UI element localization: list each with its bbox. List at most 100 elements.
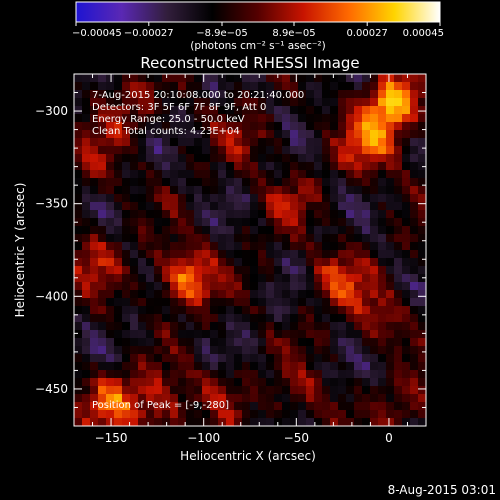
heatmap-cell	[138, 418, 147, 427]
heatmap-cell	[250, 346, 259, 355]
heatmap-cell	[330, 226, 339, 235]
heatmap-cell	[258, 330, 267, 339]
heatmap-cell	[114, 250, 123, 259]
heatmap-cell	[394, 362, 403, 371]
heatmap-cell	[258, 234, 267, 243]
heatmap-cell	[282, 370, 291, 379]
heatmap-cell	[338, 146, 347, 155]
heatmap-cell	[354, 314, 363, 323]
heatmap-cell	[242, 170, 251, 179]
heatmap-cell	[130, 242, 139, 251]
heatmap-cell	[130, 234, 139, 243]
heatmap-cell	[234, 418, 243, 427]
heatmap-cell	[114, 178, 123, 187]
heatmap-cell	[178, 330, 187, 339]
heatmap-cell	[234, 330, 243, 339]
heatmap-cell	[74, 146, 83, 155]
heatmap-cell	[290, 138, 299, 147]
heatmap-cell	[130, 98, 139, 107]
heatmap-cell	[314, 314, 323, 323]
heatmap-cell	[242, 410, 251, 419]
heatmap-cell	[306, 290, 315, 299]
heatmap-cell	[98, 298, 107, 307]
heatmap-cell	[418, 138, 427, 147]
heatmap-cell	[394, 378, 403, 387]
heatmap-cell	[410, 362, 419, 371]
heatmap-cell	[354, 202, 363, 211]
info-line: Energy Range: 25.0 - 50.0 keV	[92, 114, 245, 125]
heatmap-cell	[122, 322, 131, 331]
heatmap-cell	[82, 218, 91, 227]
heatmap-cell	[90, 186, 99, 195]
heatmap-cell	[322, 138, 331, 147]
heatmap-cell	[74, 330, 83, 339]
heatmap-cell	[114, 154, 123, 163]
heatmap-cell	[90, 258, 99, 267]
heatmap-cell	[122, 290, 131, 299]
heatmap-cell	[106, 82, 115, 91]
heatmap-cell	[146, 362, 155, 371]
heatmap-cell	[402, 98, 411, 107]
heatmap-cell	[242, 98, 251, 107]
heatmap-cell	[394, 386, 403, 395]
heatmap-cell	[394, 186, 403, 195]
heatmap-cell	[234, 378, 243, 387]
heatmap-cell	[274, 194, 283, 203]
heatmap-cell	[258, 258, 267, 267]
heatmap-cell	[338, 210, 347, 219]
heatmap-cell	[178, 242, 187, 251]
heatmap-cell	[146, 82, 155, 91]
heatmap-cell	[154, 114, 163, 123]
heatmap-cell	[274, 130, 283, 139]
heatmap-cell	[74, 370, 83, 379]
heatmap-cell	[402, 106, 411, 115]
heatmap-cell	[194, 410, 203, 419]
heatmap-cell	[106, 242, 115, 251]
heatmap-cell	[106, 194, 115, 203]
heatmap-cell	[346, 330, 355, 339]
heatmap-cell	[314, 274, 323, 283]
heatmap-cell	[418, 242, 427, 251]
heatmap-cell	[354, 306, 363, 315]
heatmap-cell	[290, 218, 299, 227]
heatmap-cell	[202, 186, 211, 195]
heatmap-cell	[154, 162, 163, 171]
x-tick-label: −150	[95, 431, 128, 445]
heatmap-cell	[194, 314, 203, 323]
heatmap-cell	[194, 346, 203, 355]
heatmap-cell	[282, 186, 291, 195]
heatmap-cell	[378, 402, 387, 411]
heatmap-cell	[258, 306, 267, 315]
heatmap-cell	[202, 178, 211, 187]
heatmap-cell	[394, 322, 403, 331]
heatmap-cell	[74, 266, 83, 275]
heatmap-cell	[290, 330, 299, 339]
heatmap-cell	[146, 410, 155, 419]
heatmap-cell	[258, 98, 267, 107]
heatmap-cell	[218, 114, 227, 123]
heatmap-cell	[210, 226, 219, 235]
heatmap-cell	[74, 154, 83, 163]
heatmap-cell	[90, 114, 99, 123]
heatmap-cell	[82, 98, 91, 107]
heatmap-cell	[322, 114, 331, 123]
heatmap-cell	[202, 298, 211, 307]
heatmap-cell	[250, 242, 259, 251]
heatmap-cell	[98, 338, 107, 347]
heatmap-cell	[90, 122, 99, 131]
heatmap-cell	[290, 242, 299, 251]
heatmap-cell	[98, 178, 107, 187]
heatmap-cell	[362, 362, 371, 371]
heatmap-cell	[186, 362, 195, 371]
heatmap-cell	[274, 170, 283, 179]
heatmap-cell	[386, 226, 395, 235]
heatmap-cell	[194, 234, 203, 243]
heatmap-cell	[106, 74, 115, 83]
heatmap-cell	[386, 202, 395, 211]
heatmap-cell	[282, 314, 291, 323]
heatmap-cell	[242, 194, 251, 203]
heatmap-cell	[146, 90, 155, 99]
heatmap-cell	[330, 130, 339, 139]
heatmap-cell	[82, 354, 91, 363]
heatmap-cell	[74, 250, 83, 259]
